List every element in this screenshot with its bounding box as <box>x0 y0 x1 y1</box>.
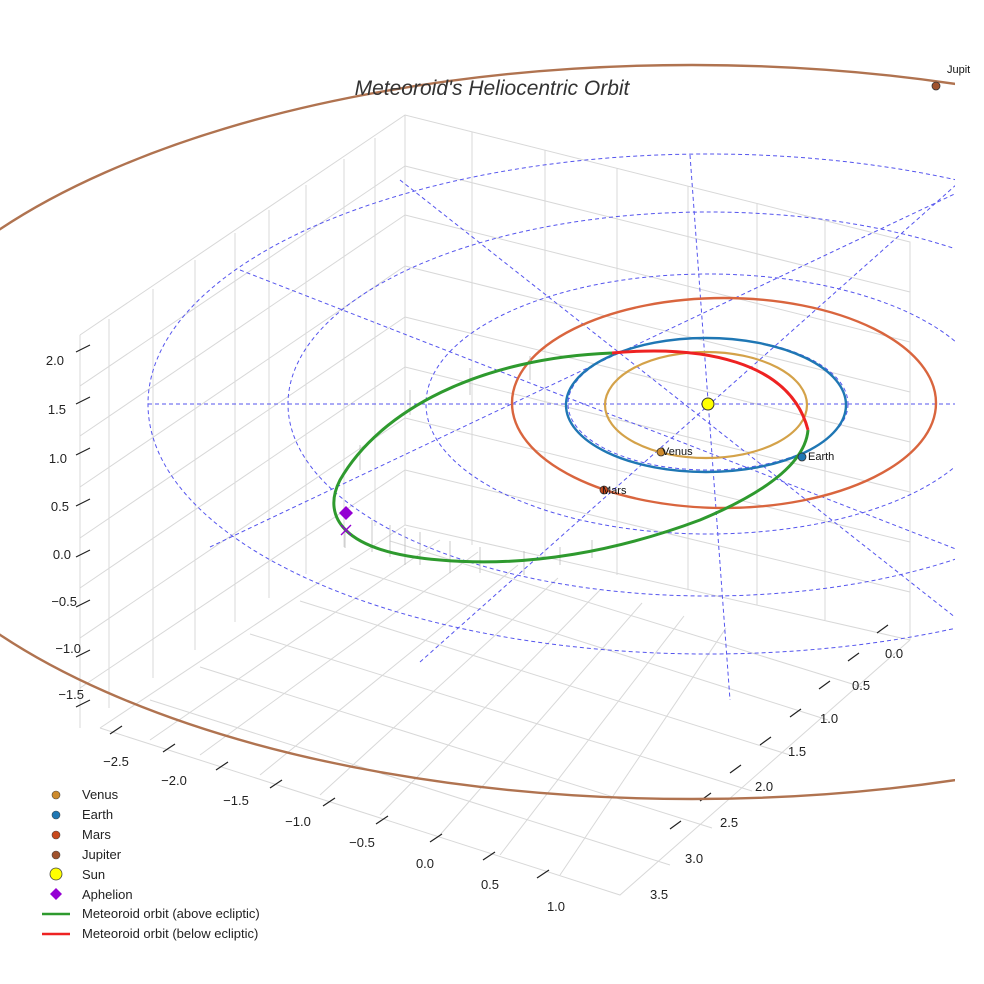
x-tick-label: −1.5 <box>223 793 249 808</box>
x-tick-label: −0.5 <box>349 835 375 850</box>
x-tick-labels: −2.5 −2.0 −1.5 −1.0 −0.5 0.0 0.5 1.0 <box>103 754 565 914</box>
legend-below-label: Meteoroid orbit (below ecliptic) <box>82 926 258 941</box>
jupiter-label: Jupit <box>947 64 970 76</box>
legend-aphelion-label: Aphelion <box>82 887 133 902</box>
legend-venus-label: Venus <box>82 787 119 802</box>
y-tick-label: 1.5 <box>788 744 806 759</box>
legend-mars-label: Mars <box>82 827 111 842</box>
z-tick-label: −0.5 <box>51 594 77 609</box>
z-tick-labels: 2.0 1.5 1.0 0.5 0.0 −0.5 −1.0 −1.5 <box>46 353 84 702</box>
y-tick-label: 3.0 <box>685 851 703 866</box>
z-tick-label: 2.0 <box>46 353 64 368</box>
x-tick-label: 0.5 <box>481 877 499 892</box>
y-tick-label: 2.5 <box>720 815 738 830</box>
legend-earth-marker <box>51 810 61 820</box>
ecliptic-grid <box>147 153 955 701</box>
legend-above-label: Meteoroid orbit (above ecliptic) <box>82 906 260 921</box>
x-tick-label: −2.5 <box>103 754 129 769</box>
z-tick-label: 0.5 <box>51 499 69 514</box>
x-tick-label: 1.0 <box>547 899 565 914</box>
planet-markers: Venus Earth Mars Jupit <box>339 64 970 536</box>
y-tick-label: 0.5 <box>852 678 870 693</box>
aphelion-projection-marker <box>340 524 352 536</box>
z-tick-label: −1.5 <box>58 687 84 702</box>
mars-label: Mars <box>602 485 627 497</box>
z-tick-label: 0.0 <box>53 547 71 562</box>
venus-orbit <box>603 350 809 460</box>
legend-jupiter-marker <box>51 850 61 860</box>
mars-marker <box>599 485 609 495</box>
z-tick-label: −1.0 <box>55 641 81 656</box>
aphelion-marker <box>339 506 353 520</box>
legend-sun-marker <box>49 867 63 881</box>
legend-earth-label: Earth <box>82 807 113 822</box>
legend-venus-marker <box>51 790 61 800</box>
venus-label: Venus <box>662 446 693 458</box>
legend-jupiter-label: Jupiter <box>82 847 122 862</box>
sun-marker <box>701 397 715 411</box>
venus-marker <box>656 447 666 457</box>
legend-aphelion-marker <box>50 888 62 900</box>
z-tick-label: 1.0 <box>49 451 67 466</box>
pane-grid <box>79 114 911 896</box>
legend-sun-label: Sun <box>82 867 105 882</box>
legend-mars-marker <box>51 830 61 840</box>
jupiter-marker <box>931 81 941 91</box>
y-tick-label: 3.5 <box>650 887 668 902</box>
y-tick-label: 2.0 <box>755 779 773 794</box>
z-tick-label: 1.5 <box>48 402 66 417</box>
earth-marker <box>797 452 807 462</box>
y-tick-labels: 0.0 0.5 1.0 1.5 2.0 2.5 3.0 3.5 <box>650 646 903 902</box>
jupiter-orbit <box>0 63 955 801</box>
legend: Venus Earth Mars Jupiter Sun Aphelion Me… <box>42 787 260 941</box>
x-tick-label: 0.0 <box>416 856 434 871</box>
meteoroid-orbit-below <box>611 349 810 431</box>
y-tick-label: 1.0 <box>820 711 838 726</box>
x-tick-label: −1.0 <box>285 814 311 829</box>
tick-marks <box>75 344 889 879</box>
y-tick-label: 0.0 <box>885 646 903 661</box>
x-tick-label: −2.0 <box>161 773 187 788</box>
earth-orbit <box>564 336 848 474</box>
meteoroid-orbit-above <box>332 351 810 564</box>
chart-title: Meteoroid's Heliocentric Orbit <box>355 77 631 100</box>
earth-label: Earth <box>808 451 834 463</box>
mars-orbit <box>510 296 938 510</box>
